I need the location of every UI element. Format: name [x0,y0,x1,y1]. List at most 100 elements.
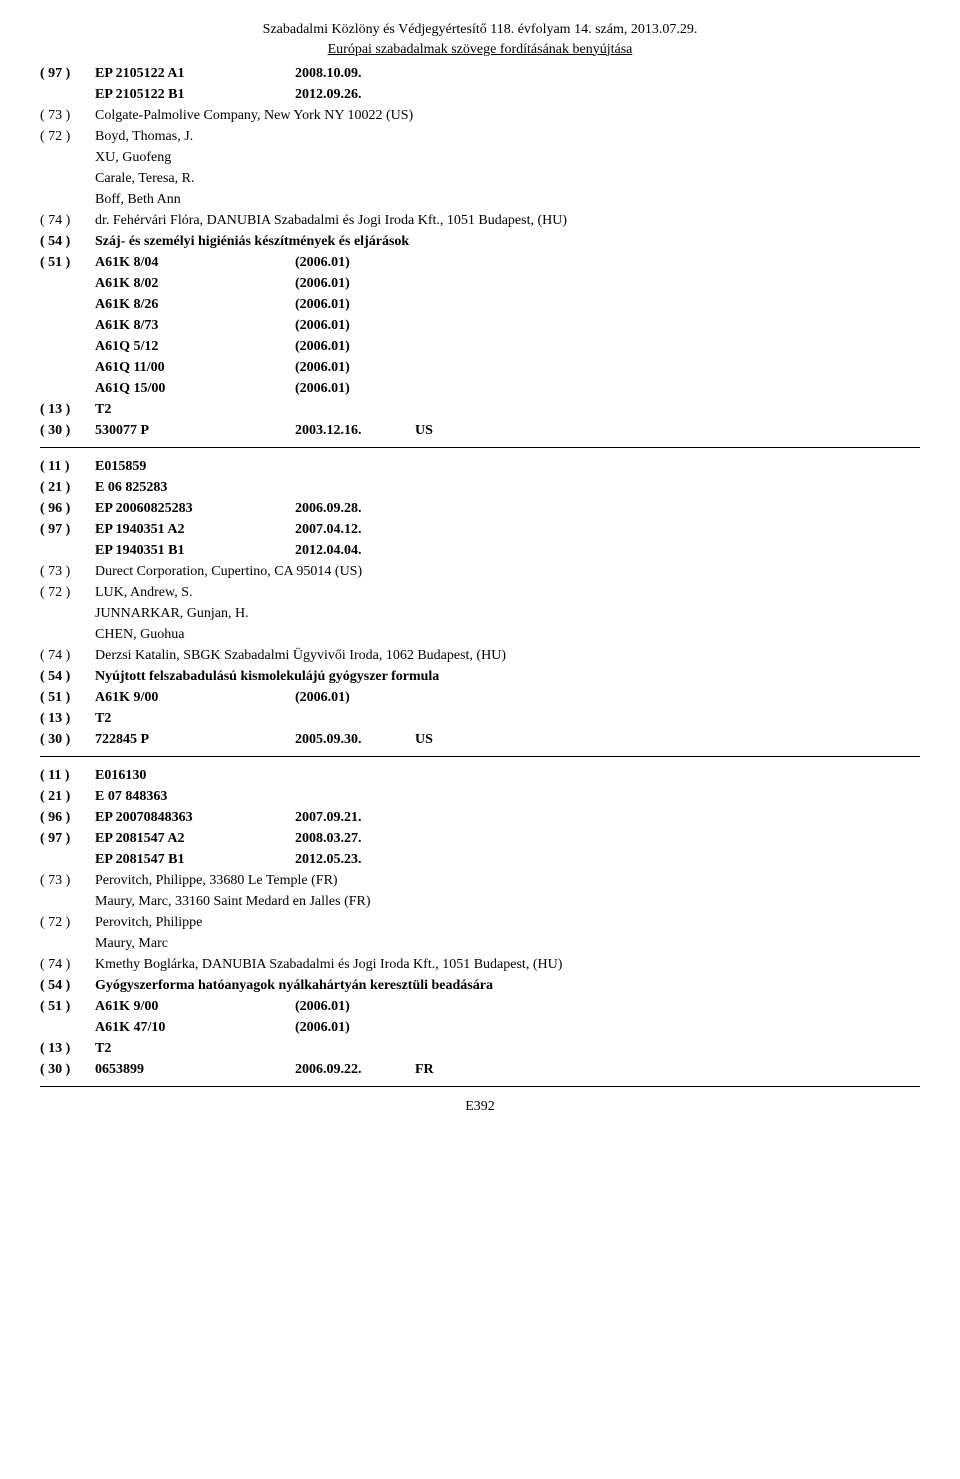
record-line: XU, Guofeng [40,147,920,168]
field-code: ( 21 ) [40,477,95,498]
record-line: ( 13 )T2 [40,1038,920,1059]
field-col: EP 2081547 B1 [95,849,295,870]
record-line: Maury, Marc, 33160 Saint Medard en Jalle… [40,891,920,912]
field-code [40,336,95,357]
field-col: FR [415,1059,475,1080]
field-code: ( 30 ) [40,420,95,441]
field-code: ( 11 ) [40,765,95,786]
record-line: ( 51 )A61K 9/00(2006.01) [40,996,920,1017]
field-code [40,147,95,168]
field-code: ( 97 ) [40,63,95,84]
field-col: A61Q 15/00 [95,378,295,399]
field-value: Boyd, Thomas, J. [95,126,920,147]
record-line: ( 11 )E016130 [40,765,920,786]
field-col: 722845 P [95,729,295,750]
record-line: ( 73 )Durect Corporation, Cupertino, CA … [40,561,920,582]
field-code: ( 54 ) [40,231,95,252]
record-line: Carale, Teresa, R. [40,168,920,189]
field-code [40,189,95,210]
record-line: A61K 47/10(2006.01) [40,1017,920,1038]
record-line: ( 96 )EP 200708483632007.09.21. [40,807,920,828]
record-line: EP 2081547 B12012.05.23. [40,849,920,870]
record-line: ( 97 )EP 1940351 A22007.04.12. [40,519,920,540]
record-line: ( 30 )530077 P2003.12.16.US [40,420,920,441]
field-columns: A61K 8/26(2006.01) [95,294,920,315]
field-code: ( 73 ) [40,561,95,582]
record-line: ( 73 )Perovitch, Philippe, 33680 Le Temp… [40,870,920,891]
field-col: 2007.09.21. [295,807,415,828]
patent-record: ( 97 )EP 2105122 A12008.10.09.EP 2105122… [40,63,920,448]
field-col: US [415,420,475,441]
field-col: A61Q 5/12 [95,336,295,357]
field-code: ( 74 ) [40,954,95,975]
field-col: EP 1940351 B1 [95,540,295,561]
record-line: A61Q 11/00(2006.01) [40,357,920,378]
record-line: ( 74 )Derzsi Katalin, SBGK Szabadalmi Üg… [40,645,920,666]
field-col: A61K 8/73 [95,315,295,336]
field-col: (2006.01) [295,357,415,378]
field-value: Maury, Marc [95,933,920,954]
field-columns: EP 200608252832006.09.28. [95,498,920,519]
field-columns: EP 2105122 B12012.09.26. [95,84,920,105]
field-code: ( 51 ) [40,996,95,1017]
record-line: ( 72 )Perovitch, Philippe [40,912,920,933]
field-code: ( 54 ) [40,666,95,687]
field-columns: A61Q 11/00(2006.01) [95,357,920,378]
record-line: ( 54 )Száj- és személyi higiéniás készít… [40,231,920,252]
field-col: 2005.09.30. [295,729,415,750]
field-code [40,1017,95,1038]
header-line-2: Európai szabadalmak szövege fordításának… [40,40,920,60]
field-col: (2006.01) [295,687,415,708]
field-col: (2006.01) [295,252,415,273]
field-col: 2012.04.04. [295,540,415,561]
field-code: ( 73 ) [40,105,95,126]
field-code [40,294,95,315]
record-line: ( 30 )722845 P2005.09.30.US [40,729,920,750]
patent-record: ( 11 )E015859( 21 )E 06 825283( 96 )EP 2… [40,456,920,757]
field-col: 2006.09.28. [295,498,415,519]
field-value: E015859 [95,456,920,477]
field-value: E 06 825283 [95,477,920,498]
field-col: A61Q 11/00 [95,357,295,378]
field-col: EP 20070848363 [95,807,295,828]
field-value: Perovitch, Philippe, 33680 Le Temple (FR… [95,870,920,891]
field-columns: A61K 47/10(2006.01) [95,1017,920,1038]
field-code [40,624,95,645]
record-line: ( 51 )A61K 8/04(2006.01) [40,252,920,273]
field-col: EP 2081547 A2 [95,828,295,849]
record-line: ( 13 )T2 [40,399,920,420]
field-code: ( 51 ) [40,252,95,273]
field-columns: A61Q 15/00(2006.01) [95,378,920,399]
record-line: A61K 8/02(2006.01) [40,273,920,294]
records-container: ( 97 )EP 2105122 A12008.10.09.EP 2105122… [40,63,920,1087]
field-code: ( 97 ) [40,519,95,540]
field-value: Nyújtott felszabadulású kismolekulájú gy… [95,666,920,687]
field-code: ( 11 ) [40,456,95,477]
field-code [40,273,95,294]
field-code: ( 21 ) [40,786,95,807]
record-line: ( 54 )Gyógyszerforma hatóanyagok nyálkah… [40,975,920,996]
field-col: EP 20060825283 [95,498,295,519]
field-columns: EP 2081547 A22008.03.27. [95,828,920,849]
field-value: XU, Guofeng [95,147,920,168]
field-col: A61K 8/04 [95,252,295,273]
record-line: ( 11 )E015859 [40,456,920,477]
record-line: JUNNARKAR, Gunjan, H. [40,603,920,624]
field-code: ( 72 ) [40,582,95,603]
field-columns: EP 1940351 A22007.04.12. [95,519,920,540]
page-number: E392 [40,1099,920,1115]
field-code: ( 97 ) [40,828,95,849]
field-col: (2006.01) [295,315,415,336]
field-code: ( 54 ) [40,975,95,996]
field-value: Carale, Teresa, R. [95,168,920,189]
field-columns: EP 200708483632007.09.21. [95,807,920,828]
field-code [40,891,95,912]
record-line: EP 2105122 B12012.09.26. [40,84,920,105]
field-col: EP 2105122 A1 [95,63,295,84]
field-col: 2008.10.09. [295,63,415,84]
field-col: 2007.04.12. [295,519,415,540]
field-col: 2012.05.23. [295,849,415,870]
field-code [40,603,95,624]
field-code: ( 72 ) [40,912,95,933]
field-col: (2006.01) [295,294,415,315]
